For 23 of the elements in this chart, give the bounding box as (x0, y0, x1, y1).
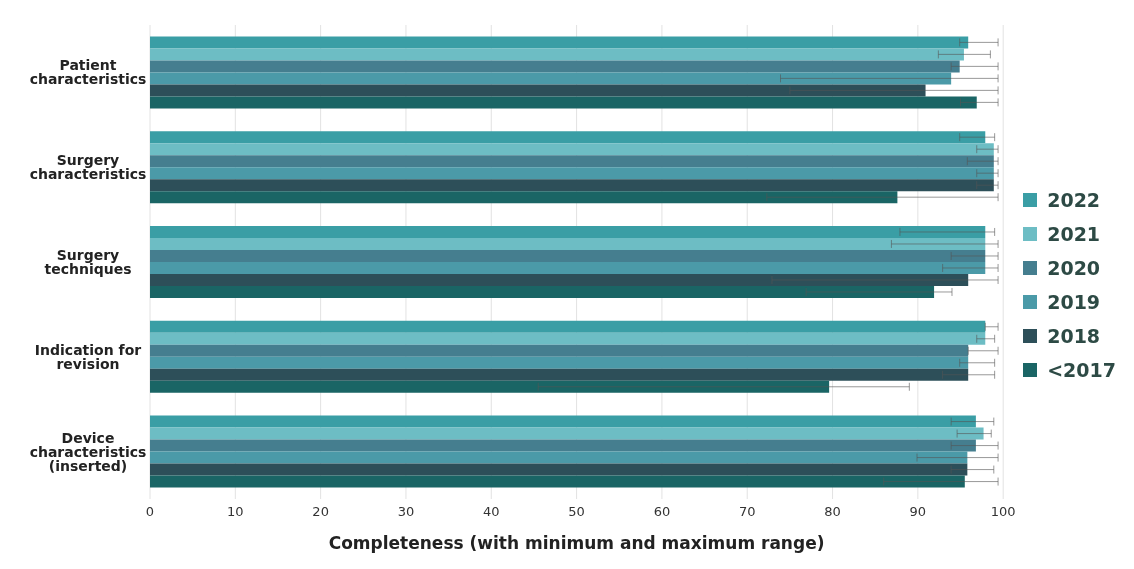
y-tick-label: Device characteristics (inserted) (29, 429, 147, 474)
legend-label: 2020 (1047, 256, 1101, 279)
x-tick-label: 10 (227, 504, 244, 520)
x-tick-label: 0 (145, 504, 155, 520)
x-tick-label: 90 (909, 504, 927, 520)
x-tick-label: 50 (568, 504, 585, 520)
x-tick-label: 60 (653, 504, 671, 520)
legend-label: 2019 (1047, 290, 1101, 313)
legend-label: 2018 (1047, 324, 1101, 347)
x-tick-label: 30 (397, 504, 415, 520)
y-tick-label: Patient characteristics (29, 57, 147, 88)
legend-label: 2022 (1047, 188, 1101, 211)
y-tick-label: Surgery characteristics (29, 152, 147, 183)
x-tick-label: 20 (312, 504, 329, 520)
x-tick-label: 100 (990, 504, 1016, 520)
x-tick-label: 70 (738, 504, 756, 520)
legend-label: <2017 (1047, 358, 1116, 381)
x-tick-label: 40 (483, 504, 500, 520)
y-tick-label: Indication for revision (34, 341, 142, 372)
y-tick-label: Surgery techniques (44, 246, 132, 277)
legend-label: 2021 (1047, 222, 1101, 245)
x-tick-label: 80 (824, 504, 841, 520)
x-axis-title: Completeness (with minimum and maximum range) (328, 533, 825, 553)
